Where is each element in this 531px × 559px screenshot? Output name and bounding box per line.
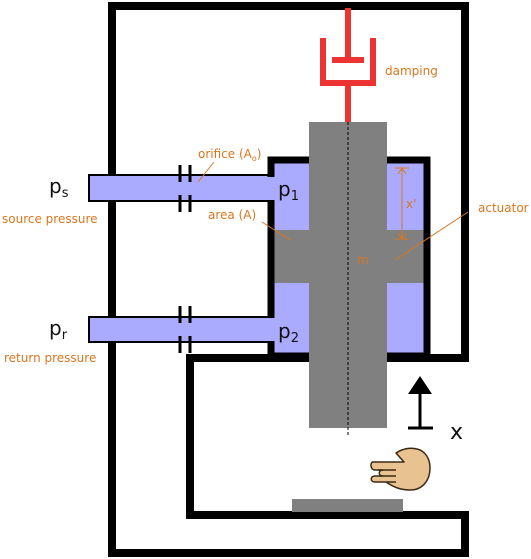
actuator-label: actuator bbox=[478, 201, 529, 215]
damper bbox=[320, 8, 376, 122]
source-pressure-label: source pressure bbox=[2, 212, 98, 226]
actuator-leader bbox=[394, 211, 469, 261]
x-prime-label: x' bbox=[406, 197, 416, 211]
pr-label: pr bbox=[49, 316, 68, 343]
mass-label: m bbox=[357, 253, 369, 267]
damping-label: damping bbox=[385, 64, 438, 78]
hand-pushing-icon bbox=[370, 447, 431, 491]
orifice-label: orifice (Ao) bbox=[198, 147, 261, 163]
p1-label: p1 bbox=[278, 177, 299, 204]
up-arrow-icon bbox=[408, 376, 433, 430]
return-pressure-label: return pressure bbox=[4, 351, 96, 365]
cylinder-wall bbox=[267, 156, 431, 360]
orifice-source bbox=[178, 165, 192, 212]
p2-label: p2 bbox=[278, 319, 299, 346]
orifice-leader bbox=[197, 161, 215, 183]
x-prime-dimension bbox=[395, 167, 409, 240]
area-leader bbox=[261, 221, 291, 241]
orifice-return bbox=[178, 306, 192, 353]
base-plate bbox=[292, 499, 403, 512]
outer-frame bbox=[108, 2, 469, 557]
ps-label: ps bbox=[49, 174, 69, 201]
x-label: x bbox=[450, 420, 463, 445]
area-label: area (A) bbox=[208, 208, 256, 222]
